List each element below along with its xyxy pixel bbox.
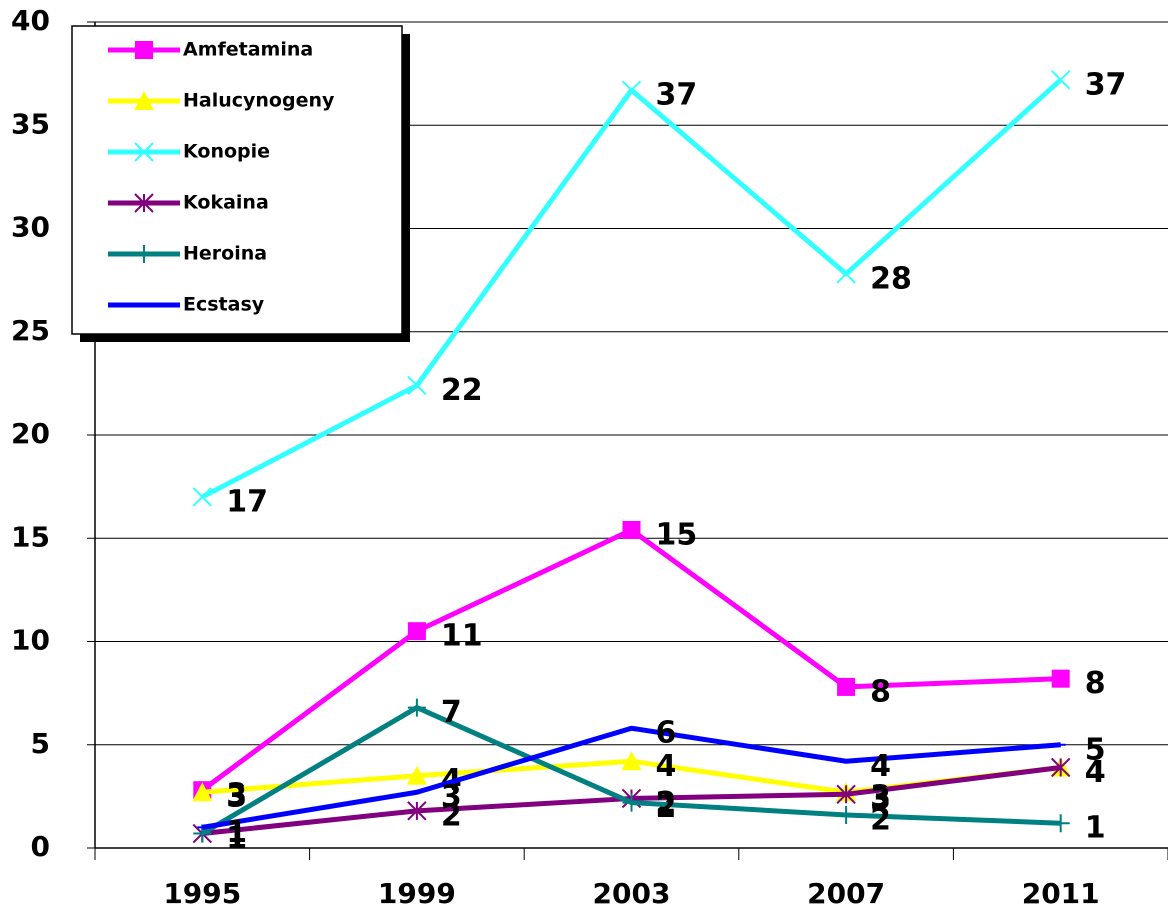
y-tick-label: 5	[31, 727, 50, 760]
y-tick-label: 25	[11, 314, 50, 347]
x-tick-label: 2011	[1022, 877, 1100, 910]
x-tick-label: 2003	[593, 877, 671, 910]
series-line	[201, 725, 1061, 830]
data-label: 6	[656, 716, 677, 751]
marker	[407, 698, 426, 717]
y-tick-label: 20	[11, 417, 50, 450]
series-line	[200, 527, 1061, 793]
data-label: 4	[1085, 755, 1106, 790]
marker	[1050, 70, 1071, 90]
data-label: 3	[441, 780, 462, 815]
legend-label: Amfetamina	[183, 39, 313, 61]
data-label: 17	[226, 484, 268, 519]
data-label: 3	[870, 782, 891, 817]
data-label: 2	[441, 798, 462, 833]
data-label: 8	[870, 674, 891, 709]
data-label: 11	[441, 619, 483, 654]
marker	[621, 80, 642, 100]
marker	[134, 91, 154, 110]
legend-label: Kokaina	[183, 192, 269, 214]
marker	[135, 245, 153, 263]
legend-label: Konopie	[183, 141, 270, 163]
marker	[836, 784, 856, 805]
data-label: 2	[870, 802, 891, 837]
marker	[407, 622, 426, 641]
marker	[1051, 669, 1070, 688]
data-label: 28	[870, 261, 912, 296]
marker	[621, 751, 642, 771]
data-label: 3	[226, 780, 247, 815]
data-label: 22	[441, 373, 483, 408]
marker	[134, 142, 154, 162]
data-label: 4	[656, 749, 677, 784]
x-tick-label: 1995	[163, 877, 241, 910]
marker	[407, 801, 427, 821]
marker	[192, 782, 213, 802]
data-label: 1	[226, 821, 247, 856]
legend-label: Heroina	[183, 243, 267, 265]
legend-label: Ecstasy	[183, 294, 265, 316]
data-label: 8	[1085, 666, 1106, 701]
data-label: 1	[1085, 811, 1106, 846]
data-label: 37	[656, 78, 698, 113]
legend: Amfetamina Halucynogeny Konopie Kokaina Hero…	[71, 25, 410, 342]
data-label: 1	[226, 821, 247, 856]
data-label: 4	[1085, 755, 1106, 790]
legend-label: Halucynogeny	[183, 90, 335, 112]
data-label: 37	[1085, 67, 1127, 102]
marker	[837, 677, 856, 696]
y-tick-label: 35	[11, 107, 50, 140]
marker	[836, 264, 856, 284]
y-tick-label: 15	[11, 520, 50, 553]
marker	[622, 520, 641, 539]
data-label: 3	[226, 778, 247, 813]
marker	[407, 375, 427, 396]
marker	[192, 487, 213, 507]
y-tick-label: 30	[11, 211, 50, 244]
marker	[135, 41, 153, 59]
marker	[134, 193, 154, 213]
x-tick-label: 1999	[378, 877, 456, 910]
marker	[622, 793, 641, 812]
data-label: 7	[441, 695, 462, 730]
y-tick-label: 0	[31, 830, 50, 863]
y-tick-label: 40	[11, 4, 50, 37]
data-label: 2	[656, 790, 677, 825]
legend-box	[71, 25, 403, 335]
marker	[406, 765, 427, 785]
x-tick-label: 2007	[807, 877, 885, 910]
marker	[1050, 757, 1071, 778]
data-label: 15	[656, 517, 698, 552]
data-label: 5	[1085, 732, 1106, 767]
marker	[1051, 814, 1070, 833]
data-label: 4	[870, 749, 891, 784]
marker	[837, 805, 856, 824]
data-label: 1	[226, 815, 247, 850]
y-tick-label: 10	[11, 624, 50, 657]
